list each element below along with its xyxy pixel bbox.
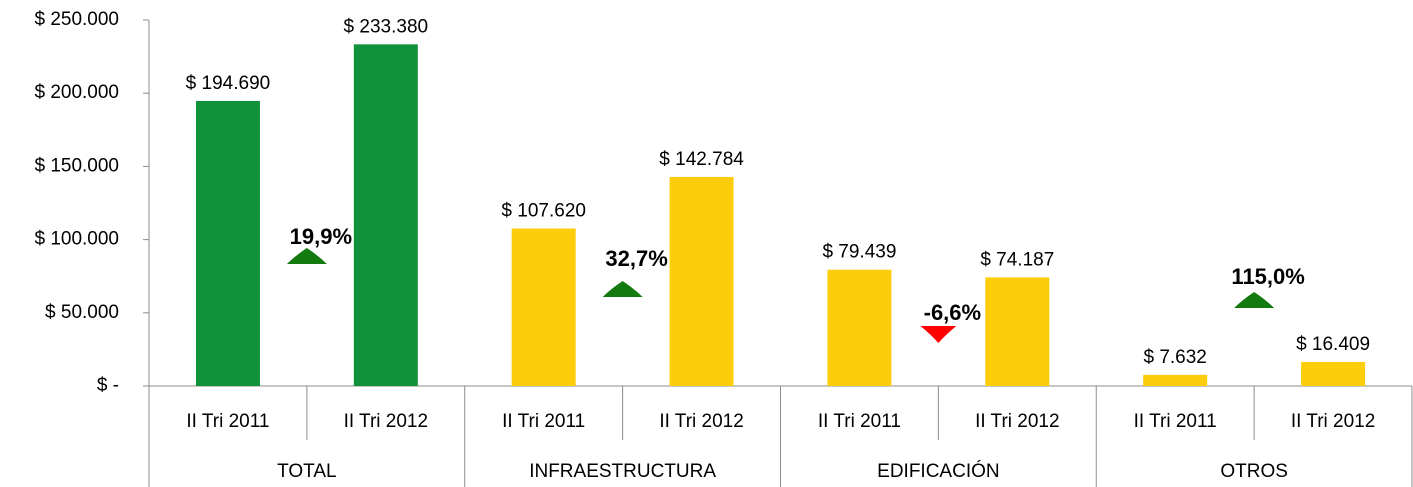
y-tick-label: $ 150.000: [34, 155, 119, 176]
x-tick-label: II Tri 2011: [818, 411, 901, 432]
value-label: $ 74.187: [980, 249, 1054, 270]
bar: [195, 100, 260, 386]
group-label: EDIFICACIÓN: [877, 460, 999, 482]
y-tick-label: $ 200.000: [34, 82, 119, 103]
x-tick-label: II Tri 2012: [344, 411, 429, 432]
bar: [827, 269, 892, 386]
value-label: $ 79.439: [822, 242, 896, 263]
group-label: OTROS: [1220, 461, 1288, 482]
change-label: 32,7%: [605, 246, 667, 271]
value-label: $ 7.632: [1143, 347, 1206, 368]
value-label: $ 142.784: [659, 149, 744, 170]
x-tick-label: II Tri 2012: [659, 411, 744, 432]
change-arrow: [602, 281, 643, 297]
bar: [1143, 374, 1208, 386]
value-label: $ 233.380: [344, 16, 429, 37]
value-label: $ 16.409: [1296, 334, 1370, 355]
change-arrow: [1234, 292, 1275, 308]
bar: [511, 228, 576, 386]
y-tick-label: $ 50.000: [45, 302, 119, 323]
bar: [1301, 361, 1366, 386]
bar: [353, 44, 418, 387]
change-arrow: [286, 248, 327, 264]
change-label: 115,0%: [1231, 264, 1304, 289]
y-tick-label: $ 250.000: [34, 9, 119, 30]
bar: [985, 277, 1050, 386]
value-label: $ 194.690: [186, 73, 271, 94]
bar: [669, 176, 734, 386]
x-tick-label: II Tri 2011: [186, 411, 269, 432]
x-tick-label: II Tri 2011: [502, 411, 585, 432]
change-label: -6,6%: [924, 300, 981, 325]
group-label: TOTAL: [277, 461, 336, 482]
value-label: $ 107.620: [501, 200, 586, 221]
y-tick-label: $ 100.000: [34, 229, 119, 250]
x-tick-label: II Tri 2012: [975, 411, 1060, 432]
change-arrow: [920, 326, 957, 343]
y-tick-label: $ -: [97, 375, 119, 396]
x-tick-label: II Tri 2011: [1134, 411, 1217, 432]
change-label: 19,9%: [290, 224, 352, 249]
group-label: INFRAESTRUCTURA: [529, 461, 716, 482]
x-tick-label: II Tri 2012: [1291, 411, 1376, 432]
